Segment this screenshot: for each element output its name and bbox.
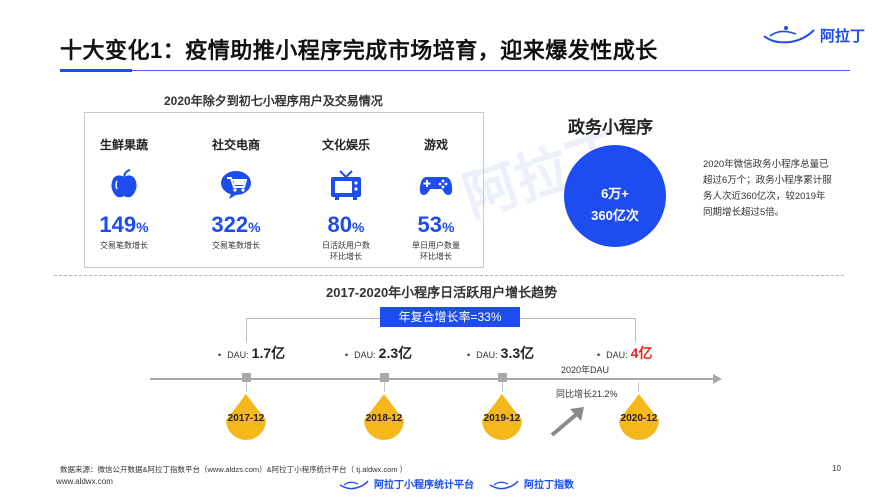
left-panel-box [84,112,484,268]
category-desc: 单日用户数量 环比增长 [412,241,460,261]
dau-label-2017: • DAU: 1.7亿 [218,345,286,361]
drop-marker-2017 [226,394,266,440]
gov-stat-circle: 6万+ 360亿次 [564,145,666,247]
trend-title: 2017-2020年小程序日活跃用户增长趋势 [326,285,558,300]
gov-stat-count: 6万+ [601,186,629,201]
gov-stat-visits: 360亿次 [591,208,639,223]
dau-2020-caption: 2020年DAU [561,365,610,375]
drop-marker-2020 [619,394,659,440]
timeline-stem [384,382,385,392]
timeline-axis [150,378,715,380]
data-source: 数据来源：微信公开数据&阿拉丁指数平台（www.aldzs.com）&阿拉丁小程… [60,465,408,474]
category-value: 80% [327,212,365,237]
category-value: 149% [99,212,149,237]
site-url: www.aldwx.com [56,477,113,486]
year-label-2017: 2017-12 [227,413,265,424]
title-divider [60,70,850,71]
year-label-2020: 2020-12 [620,413,658,424]
brand-logo: 阿拉丁 [760,20,880,50]
category-name: 社交电商 [211,138,260,152]
year-label-2019: 2019-12 [483,413,521,424]
cagr-badge: 年复合增长率=33% [380,307,520,327]
brand-logo-text: 阿拉丁 [820,27,866,45]
footer-logos: 阿拉丁小程序统计平台 阿拉丁指数 [338,476,588,491]
category-name: 文化娱乐 [321,138,370,152]
timeline-tick [380,373,389,382]
timeline-tick [242,373,251,382]
title-divider-accent [60,69,132,72]
category-games: 游戏 53% 单日用户数量 环比增长 [400,136,472,262]
left-panel-title: 2020年除夕到初七小程序用户及交易情况 [164,94,383,108]
page-title: 十大变化1：疫情助推小程序完成市场培育，迎来爆发性成长 [60,38,658,63]
dau-label-2020: • DAU: 4亿 [597,345,653,361]
gov-description: 2020年微信政务小程序总量已超过6万个；政务小程序累计服务人次近360亿次，较… [703,159,832,218]
category-fresh-produce: 生鲜果蔬 149% 交易笔数增长 [88,136,160,251]
tv-icon [331,170,361,200]
category-name: 生鲜果蔬 [99,138,148,152]
magic-lamp-icon [489,480,519,489]
shopping-cart-icon [221,171,251,199]
section-divider [54,275,844,276]
category-social-ecommerce: 社交电商 322% 交易笔数增长 [200,136,272,251]
category-desc: 交易笔数增长 [100,241,148,250]
growth-arrow-icon [550,407,584,437]
year-label-2018: 2018-12 [365,413,403,424]
category-name: 游戏 [423,138,448,152]
category-value: 322% [211,212,261,237]
drop-marker-2018 [364,394,404,440]
apple-icon [111,169,137,198]
magic-lamp-icon [763,26,815,44]
drop-marker-2019 [482,394,522,440]
page-number: 10 [832,464,841,473]
timeline-stem [638,382,639,392]
footer-logo-index: 阿拉丁指数 [524,480,574,491]
timeline-arrowhead [713,374,722,384]
timeline-tick [498,373,507,382]
timeline-stem [502,382,503,392]
magic-lamp-icon [339,480,369,489]
dau-label-2019: • DAU: 3.3亿 [467,345,535,361]
category-value: 53% [417,212,455,237]
dau-label-2018: • DAU: 2.3亿 [345,345,413,361]
footer-logo-stats: 阿拉丁小程序统计平台 [374,480,474,491]
category-culture-entertainment: 文化娱乐 80% 日活跃用户数 环比增长 [310,136,382,262]
gov-panel-title: 政务小程序 [568,118,653,137]
category-desc: 日活跃用户数 环比增长 [322,241,370,261]
category-desc: 交易笔数增长 [212,241,260,250]
timeline-stem [246,382,247,392]
gamepad-icon [419,177,453,195]
yoy-growth-caption: 同比增长21.2% [556,389,618,399]
